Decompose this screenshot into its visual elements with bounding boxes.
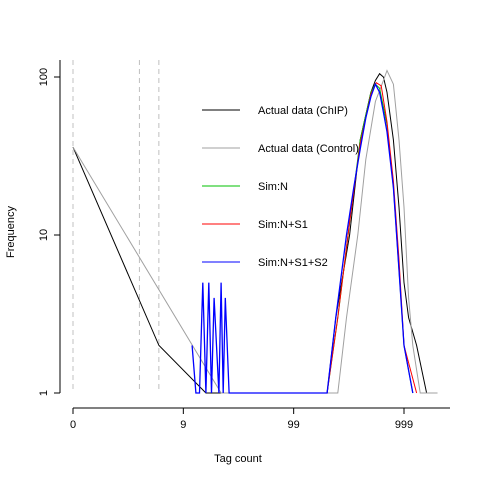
y-axis: 1 10 100 [38,60,61,396]
legend-label-0: Actual data (ChIP) [258,105,348,117]
x-axis: 0 9 99 999 [70,407,450,431]
legend-label-4: Sim:N+S1+S2 [258,257,328,269]
x-tick-label-2: 99 [288,419,300,431]
y-tick-label-0: 1 [38,390,50,396]
plot-layer [72,69,438,394]
series-line-2 [326,83,414,394]
series-line-1 [72,69,438,394]
legend: Actual data (ChIP) Actual data (Control) S… [202,105,359,269]
y-tick-label-1: 10 [38,229,50,241]
x-tick-label-3: 999 [395,419,413,431]
series-line-3 [326,81,418,394]
y-axis-title: Frequency [5,206,17,258]
x-tick-label-1: 9 [180,419,186,431]
series-line-0 [72,72,438,394]
legend-label-2: Sim:N [258,181,288,193]
y-tick-label-2: 100 [38,68,50,86]
vlines-layer [72,60,160,393]
x-tick-label-0: 0 [70,419,76,431]
legend-label-1: Actual data (Control) [258,143,359,155]
legend-label-3: Sim:N+S1 [258,219,308,231]
series-line-4 [191,82,414,394]
x-axis-title: Tag count [214,453,262,465]
